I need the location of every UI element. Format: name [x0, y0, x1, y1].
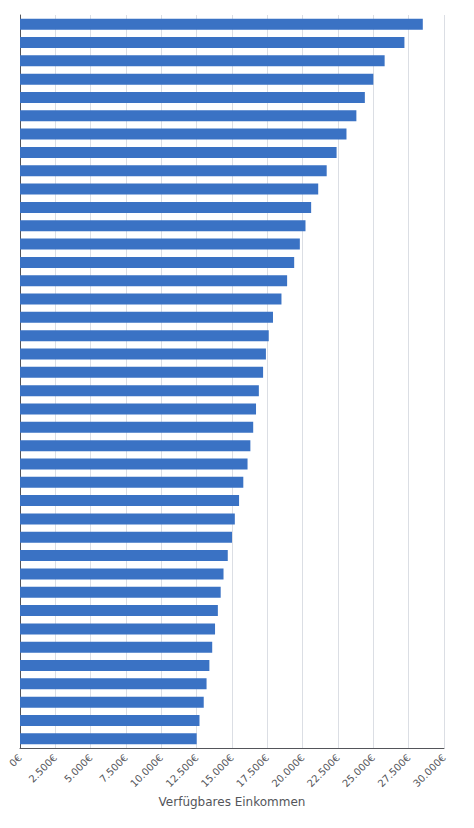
- svg-text:15.000€: 15.000€: [199, 752, 236, 789]
- svg-text:12.500€: 12.500€: [164, 752, 201, 789]
- svg-text:27.500€: 27.500€: [376, 752, 413, 789]
- svg-text:20.000€: 20.000€: [270, 752, 307, 789]
- svg-text:2.500€: 2.500€: [27, 752, 59, 784]
- svg-text:30.000€: 30.000€: [411, 752, 448, 789]
- svg-text:5.000€: 5.000€: [62, 752, 94, 784]
- svg-text:0€: 0€: [7, 752, 24, 769]
- svg-text:17.500€: 17.500€: [234, 752, 271, 789]
- svg-text:Verfügbares Einkommen: Verfügbares Einkommen: [159, 795, 306, 809]
- svg-text:22.500€: 22.500€: [305, 752, 342, 789]
- svg-text:7.500€: 7.500€: [97, 752, 129, 784]
- svg-text:25.000€: 25.000€: [340, 752, 377, 789]
- svg-text:10.000€: 10.000€: [128, 752, 165, 789]
